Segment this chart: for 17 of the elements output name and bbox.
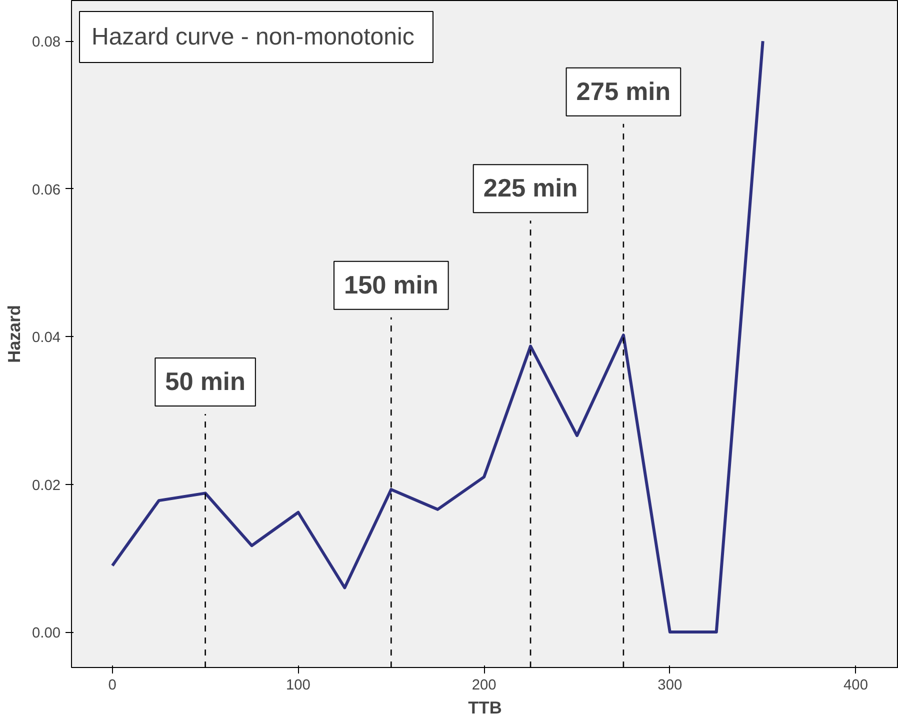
y-tick-label: 0.00 xyxy=(32,626,61,642)
y-tick-label: 0.08 xyxy=(32,34,61,51)
x-tick-label: 100 xyxy=(286,678,310,694)
ref-line-label: 50 min xyxy=(165,368,246,396)
ref-line-label: 150 min xyxy=(344,271,438,300)
x-tick-label: 200 xyxy=(472,678,496,694)
y-axis-title: Hazard xyxy=(4,305,24,363)
y-tick-label: 0.02 xyxy=(32,478,61,494)
x-tick-label: 400 xyxy=(844,678,868,694)
x-axis-title: TTB xyxy=(468,698,502,718)
ref-line-label: 225 min xyxy=(483,174,578,203)
text: Hazard curve - non-monotonic xyxy=(92,24,414,50)
y-tick-label: 0.06 xyxy=(32,182,61,198)
ref-line-label: 275 min xyxy=(576,78,671,106)
y-tick-label: 0.04 xyxy=(32,330,61,346)
x-tick-label: 0 xyxy=(108,678,116,694)
x-tick-label: 300 xyxy=(658,678,682,694)
